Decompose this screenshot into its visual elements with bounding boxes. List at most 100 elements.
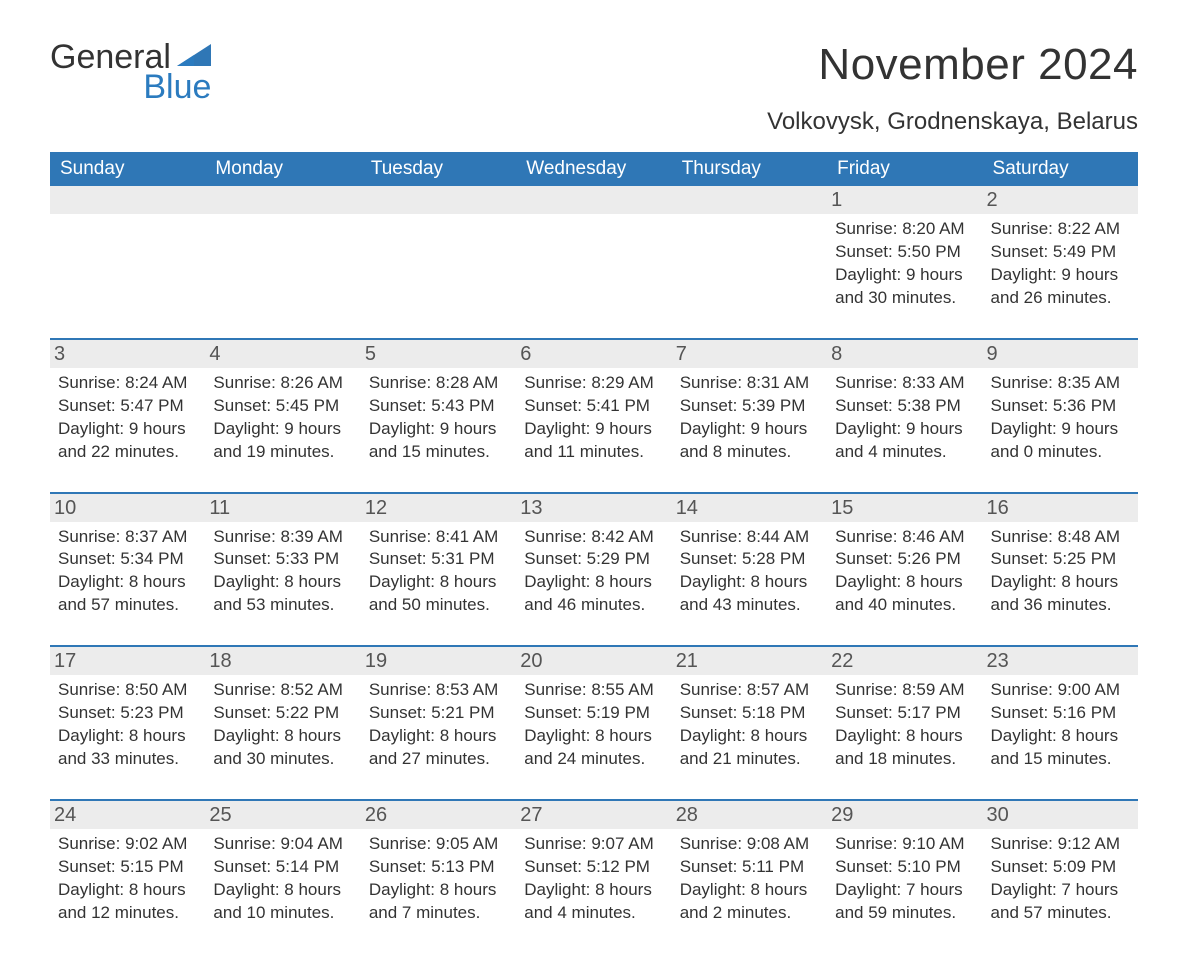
day-number: 24 — [50, 801, 205, 829]
day-info: Sunrise: 8:37 AMSunset: 5:34 PMDaylight:… — [58, 526, 197, 618]
day-cell — [672, 186, 827, 320]
day-cell: 22Sunrise: 8:59 AMSunset: 5:17 PMDayligh… — [827, 647, 982, 781]
day-day2: and 15 minutes. — [991, 748, 1130, 771]
day-day2: and 53 minutes. — [213, 594, 352, 617]
day-sunset: Sunset: 5:22 PM — [213, 702, 352, 725]
day-day1: Daylight: 8 hours — [58, 879, 197, 902]
day-day2: and 11 minutes. — [524, 441, 663, 464]
day-cell: 11Sunrise: 8:39 AMSunset: 5:33 PMDayligh… — [205, 494, 360, 628]
day-number — [361, 186, 516, 214]
day-cell: 3Sunrise: 8:24 AMSunset: 5:47 PMDaylight… — [50, 340, 205, 474]
day-day2: and 30 minutes. — [835, 287, 974, 310]
day-header: Friday — [827, 152, 982, 186]
day-info: Sunrise: 8:39 AMSunset: 5:33 PMDaylight:… — [213, 526, 352, 618]
day-number: 18 — [205, 647, 360, 675]
day-info: Sunrise: 8:33 AMSunset: 5:38 PMDaylight:… — [835, 372, 974, 464]
day-cell — [50, 186, 205, 320]
week-row: 3Sunrise: 8:24 AMSunset: 5:47 PMDaylight… — [50, 338, 1138, 474]
day-sunrise: Sunrise: 8:59 AM — [835, 679, 974, 702]
week-row: 17Sunrise: 8:50 AMSunset: 5:23 PMDayligh… — [50, 645, 1138, 781]
day-sunrise: Sunrise: 8:39 AM — [213, 526, 352, 549]
week-row: 1Sunrise: 8:20 AMSunset: 5:50 PMDaylight… — [50, 186, 1138, 320]
day-number: 29 — [827, 801, 982, 829]
day-sunset: Sunset: 5:39 PM — [680, 395, 819, 418]
day-cell: 26 Sunrise: 9:05 AMSunset: 5:13 PMDayligh… — [361, 801, 516, 935]
day-number — [672, 186, 827, 214]
day-sunset: Sunset: 5:31 PM — [369, 548, 508, 571]
day-sunset: Sunset: 5:49 PM — [991, 241, 1130, 264]
day-number: 26 — [361, 801, 516, 829]
day-sunrise: Sunrise: 8:28 AM — [369, 372, 508, 395]
day-day1: Daylight: 8 hours — [835, 571, 974, 594]
day-cell: 7Sunrise: 8:31 AMSunset: 5:39 PMDaylight… — [672, 340, 827, 474]
day-day2: and 43 minutes. — [680, 594, 819, 617]
day-day2: and 40 minutes. — [835, 594, 974, 617]
day-day1: Daylight: 9 hours — [991, 264, 1130, 287]
day-number: 14 — [672, 494, 827, 522]
day-cell: 5Sunrise: 8:28 AMSunset: 5:43 PMDaylight… — [361, 340, 516, 474]
day-sunrise: Sunrise: 8:55 AM — [524, 679, 663, 702]
day-sunset: Sunset: 5:38 PM — [835, 395, 974, 418]
day-day2: and 4 minutes. — [524, 902, 663, 925]
day-number: 27 — [516, 801, 671, 829]
day-number: 15 — [827, 494, 982, 522]
day-cell: 2Sunrise: 8:22 AMSunset: 5:49 PMDaylight… — [983, 186, 1138, 320]
day-info: Sunrise: 9:05 AMSunset: 5:13 PMDaylight:… — [369, 833, 508, 925]
day-cell: 19Sunrise: 8:53 AMSunset: 5:21 PMDayligh… — [361, 647, 516, 781]
day-day1: Daylight: 8 hours — [369, 725, 508, 748]
day-info: Sunrise: 8:50 AMSunset: 5:23 PMDaylight:… — [58, 679, 197, 771]
day-number: 28 — [672, 801, 827, 829]
day-sunrise: Sunrise: 9:02 AM — [58, 833, 197, 856]
day-sunrise: Sunrise: 9:04 AM — [213, 833, 352, 856]
day-sunset: Sunset: 5:13 PM — [369, 856, 508, 879]
day-sunset: Sunset: 5:25 PM — [991, 548, 1130, 571]
day-sunrise: Sunrise: 8:46 AM — [835, 526, 974, 549]
week-row: 24Sunrise: 9:02 AMSunset: 5:15 PMDayligh… — [50, 799, 1138, 935]
day-info: Sunrise: 8:24 AMSunset: 5:47 PMDaylight:… — [58, 372, 197, 464]
day-number: 20 — [516, 647, 671, 675]
day-day1: Daylight: 8 hours — [58, 725, 197, 748]
day-day1: Daylight: 9 hours — [213, 418, 352, 441]
day-day1: Daylight: 8 hours — [369, 879, 508, 902]
day-sunrise: Sunrise: 8:52 AM — [213, 679, 352, 702]
day-day1: Daylight: 8 hours — [213, 571, 352, 594]
day-day2: and 12 minutes. — [58, 902, 197, 925]
title-block: November 2024 Volkovysk, Grodnenskaya, B… — [767, 40, 1138, 146]
day-header: Wednesday — [516, 152, 671, 186]
day-day1: Daylight: 8 hours — [680, 571, 819, 594]
day-day2: and 33 minutes. — [58, 748, 197, 771]
day-day1: Daylight: 8 hours — [680, 879, 819, 902]
day-sunrise: Sunrise: 8:44 AM — [680, 526, 819, 549]
day-sunrise: Sunrise: 8:33 AM — [835, 372, 974, 395]
day-day1: Daylight: 8 hours — [524, 571, 663, 594]
day-cell: 1Sunrise: 8:20 AMSunset: 5:50 PMDaylight… — [827, 186, 982, 320]
day-cell — [361, 186, 516, 320]
day-number: 16 — [983, 494, 1138, 522]
day-sunrise: Sunrise: 9:05 AM — [369, 833, 508, 856]
day-sunset: Sunset: 5:45 PM — [213, 395, 352, 418]
day-info: Sunrise: 8:46 AMSunset: 5:26 PMDaylight:… — [835, 526, 974, 618]
day-sunset: Sunset: 5:28 PM — [680, 548, 819, 571]
day-sunrise: Sunrise: 8:53 AM — [369, 679, 508, 702]
day-info: Sunrise: 9:08 AMSunset: 5:11 PMDaylight:… — [680, 833, 819, 925]
day-sunset: Sunset: 5:09 PM — [991, 856, 1130, 879]
day-number: 30 — [983, 801, 1138, 829]
day-sunset: Sunset: 5:16 PM — [991, 702, 1130, 725]
day-sunrise: Sunrise: 8:42 AM — [524, 526, 663, 549]
day-sunrise: Sunrise: 8:26 AM — [213, 372, 352, 395]
day-sunset: Sunset: 5:50 PM — [835, 241, 974, 264]
day-sunset: Sunset: 5:26 PM — [835, 548, 974, 571]
day-day1: Daylight: 7 hours — [835, 879, 974, 902]
day-cell: 27 Sunrise: 9:07 AMSunset: 5:12 PMDayligh… — [516, 801, 671, 935]
day-info: Sunrise: 9:07 AMSunset: 5:12 PMDaylight:… — [524, 833, 663, 925]
day-info: Sunrise: 8:48 AMSunset: 5:25 PMDaylight:… — [991, 526, 1130, 618]
day-number: 23 — [983, 647, 1138, 675]
day-cell: 20Sunrise: 8:55 AMSunset: 5:19 PMDayligh… — [516, 647, 671, 781]
day-day1: Daylight: 7 hours — [991, 879, 1130, 902]
day-sunrise: Sunrise: 8:35 AM — [991, 372, 1130, 395]
day-sunset: Sunset: 5:33 PM — [213, 548, 352, 571]
day-sunset: Sunset: 5:10 PM — [835, 856, 974, 879]
day-day2: and 2 minutes. — [680, 902, 819, 925]
day-day1: Daylight: 8 hours — [680, 725, 819, 748]
day-sunset: Sunset: 5:29 PM — [524, 548, 663, 571]
